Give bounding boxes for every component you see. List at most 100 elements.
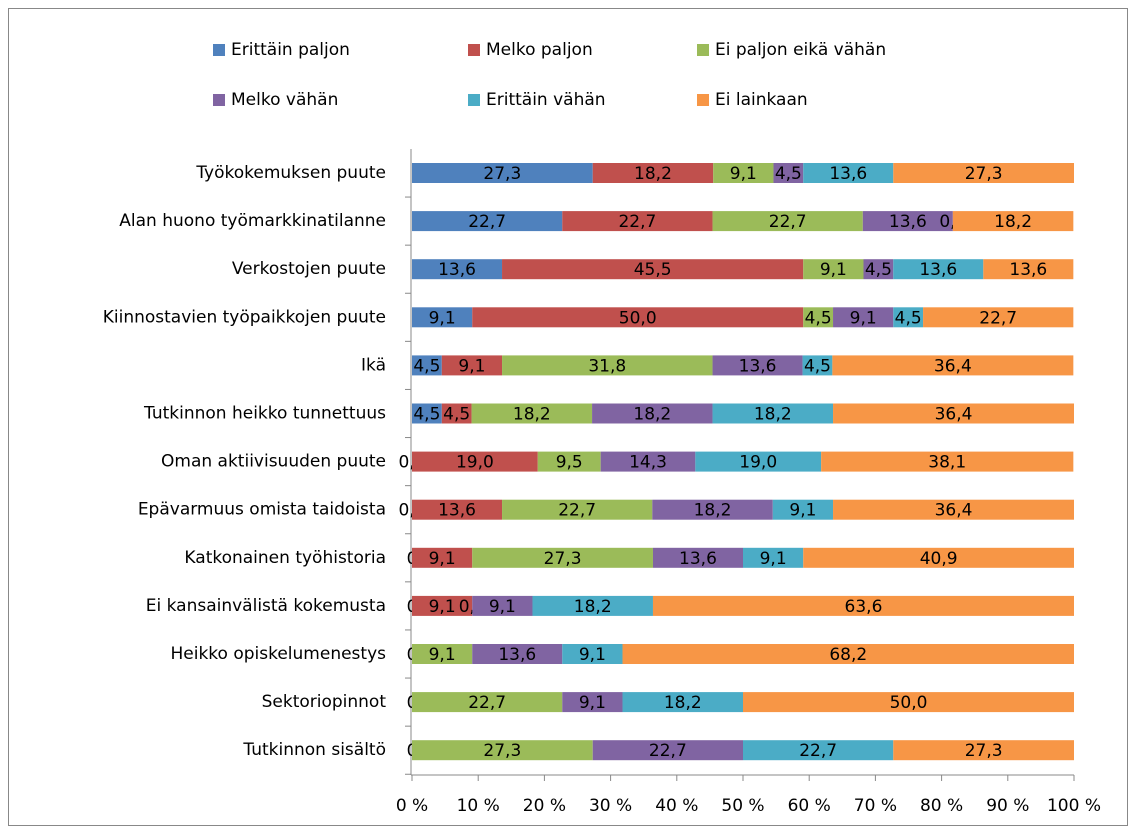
legend-swatch (697, 44, 709, 56)
bar-segment (833, 499, 1074, 520)
value-label: 63,6 (845, 597, 883, 617)
value-label: 22,7 (558, 501, 596, 521)
bar-segment (412, 211, 563, 232)
bar-segment (472, 595, 533, 616)
bar-segment (412, 307, 473, 328)
bar-segment (652, 595, 1074, 616)
category-label: Heikko opiskelumenestys (170, 644, 386, 664)
bar-segment (772, 499, 834, 520)
bar-segment (802, 355, 833, 376)
value-label: 9,1 (789, 501, 816, 521)
value-label: 4,5 (805, 308, 832, 328)
bar-segment (472, 547, 653, 568)
x-tick-label: 70 % (854, 796, 897, 816)
value-label: 50,0 (890, 693, 928, 713)
legend-label: Erittäin paljon (231, 40, 350, 60)
value-label: 18,2 (994, 212, 1032, 232)
value-label: 9,1 (429, 597, 456, 617)
bar-segment (472, 644, 563, 664)
bar-segment (695, 451, 822, 472)
x-tick-label: 30 % (589, 796, 632, 816)
value-label: 9,1 (429, 549, 456, 569)
bar-segment (983, 259, 1074, 280)
bar-segment (743, 740, 894, 761)
value-label: 50,0 (619, 308, 657, 328)
bar-segment (833, 307, 894, 328)
value-label: 13,6 (919, 260, 957, 280)
value-label: 9,1 (850, 308, 877, 328)
bar-segment (412, 595, 473, 616)
bar-segment (652, 547, 743, 568)
bar-segment (652, 499, 773, 520)
value-label: 4,5 (865, 260, 892, 280)
category-label: Katkonainen työhistoria (184, 548, 386, 568)
value-label: 18,2 (664, 693, 702, 713)
value-label: 4,5 (413, 405, 440, 425)
value-label: 18,2 (634, 164, 672, 184)
bar-segment (743, 692, 1074, 713)
bar-segment (862, 211, 953, 232)
bar-segment (412, 740, 593, 761)
bar-segment (502, 499, 653, 520)
value-label: 13,6 (679, 549, 717, 569)
bar-segment (893, 307, 924, 328)
value-label: 40,9 (920, 549, 958, 569)
value-label: 19,0 (456, 453, 494, 473)
value-label: 4,5 (413, 356, 440, 376)
value-label: 27,3 (544, 549, 582, 569)
value-label: 22,7 (649, 741, 687, 761)
value-label: 9,1 (429, 308, 456, 328)
x-tick-label: 90 % (986, 796, 1029, 816)
value-label: 22,7 (769, 212, 807, 232)
value-label: 27,3 (483, 164, 521, 184)
bar-segment (537, 451, 601, 472)
category-label: Alan huono työmarkkinatilanne (119, 211, 386, 231)
value-label: 36,4 (935, 501, 973, 521)
x-tick-label: 80 % (920, 796, 963, 816)
bar-segment (471, 403, 593, 424)
value-label: 4,5 (804, 356, 831, 376)
value-label: 27,3 (965, 164, 1003, 184)
bar-segment (893, 259, 984, 280)
category-label: Sektoriopinnot (262, 692, 387, 712)
bar-segment (502, 259, 804, 280)
value-label: 22,7 (468, 693, 506, 713)
value-label: 22,7 (468, 212, 506, 232)
legend-swatch (213, 94, 225, 106)
bar-segment (893, 740, 1074, 761)
bar-segment (412, 547, 473, 568)
bar-segment (863, 259, 894, 280)
value-label: 27,3 (483, 741, 521, 761)
bar-segment (713, 163, 774, 183)
bar-segment (412, 403, 442, 424)
value-label: 9,1 (489, 597, 516, 617)
value-label: 9,1 (820, 260, 847, 280)
category-label: Verkostojen puute (232, 259, 386, 279)
value-label: 22,7 (618, 212, 656, 232)
legend-swatch (468, 94, 480, 106)
category-label: Kiinnostavien työpaikkojen puute (103, 307, 386, 327)
bar-segment (622, 644, 1074, 664)
value-label: 22,7 (799, 741, 837, 761)
value-label: 13,6 (438, 260, 476, 280)
bar-segment (712, 355, 803, 376)
bar-segment (592, 163, 714, 183)
bar-segment (743, 547, 804, 568)
category-label: Työkokemuksen puute (195, 163, 386, 183)
value-label: 13,6 (438, 501, 476, 521)
x-tick-label: 50 % (721, 796, 764, 816)
value-label: 9,1 (730, 164, 757, 184)
bar-segment (833, 403, 1074, 424)
legend-label: Melko vähän (231, 90, 338, 110)
bar-segment (412, 259, 503, 280)
value-label: 36,4 (935, 405, 973, 425)
bar-segment (412, 499, 503, 520)
value-label: 9,5 (556, 453, 583, 473)
legend-label: Erittäin vähän (486, 90, 606, 110)
bar-segment (412, 163, 593, 183)
bar-segment (532, 595, 653, 616)
legend-label: Melko paljon (486, 40, 593, 60)
category-label: Oman aktiivisuuden puute (161, 452, 386, 472)
value-label: 14,3 (629, 453, 667, 473)
bar-segment (712, 403, 834, 424)
